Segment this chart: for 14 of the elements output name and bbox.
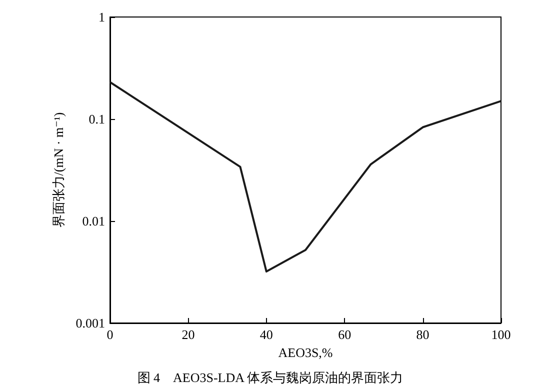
x-tick-label: 20 (182, 327, 195, 342)
y-tick-label: 0.1 (88, 112, 105, 126)
y-tick-label: 1 (98, 10, 105, 24)
x-tick-label: 100 (491, 327, 511, 342)
y-tick-label: 0.001 (76, 316, 105, 330)
y-axis-title: 界面张力/(mN · m⁻¹) (50, 112, 66, 228)
line-series (109, 81, 502, 272)
caption: 图 4 AEO3S-LDA 体系与魏岗原油的界面张力 (137, 370, 404, 385)
x-tick-label: 0 (106, 327, 114, 342)
x-tick-label: 40 (260, 327, 273, 342)
x-tick-label: 60 (338, 327, 352, 342)
x-tick-label: 80 (416, 327, 430, 342)
x-axis-title: AEO3S,% (278, 344, 333, 360)
y-tick-label: 0.01 (82, 214, 105, 228)
